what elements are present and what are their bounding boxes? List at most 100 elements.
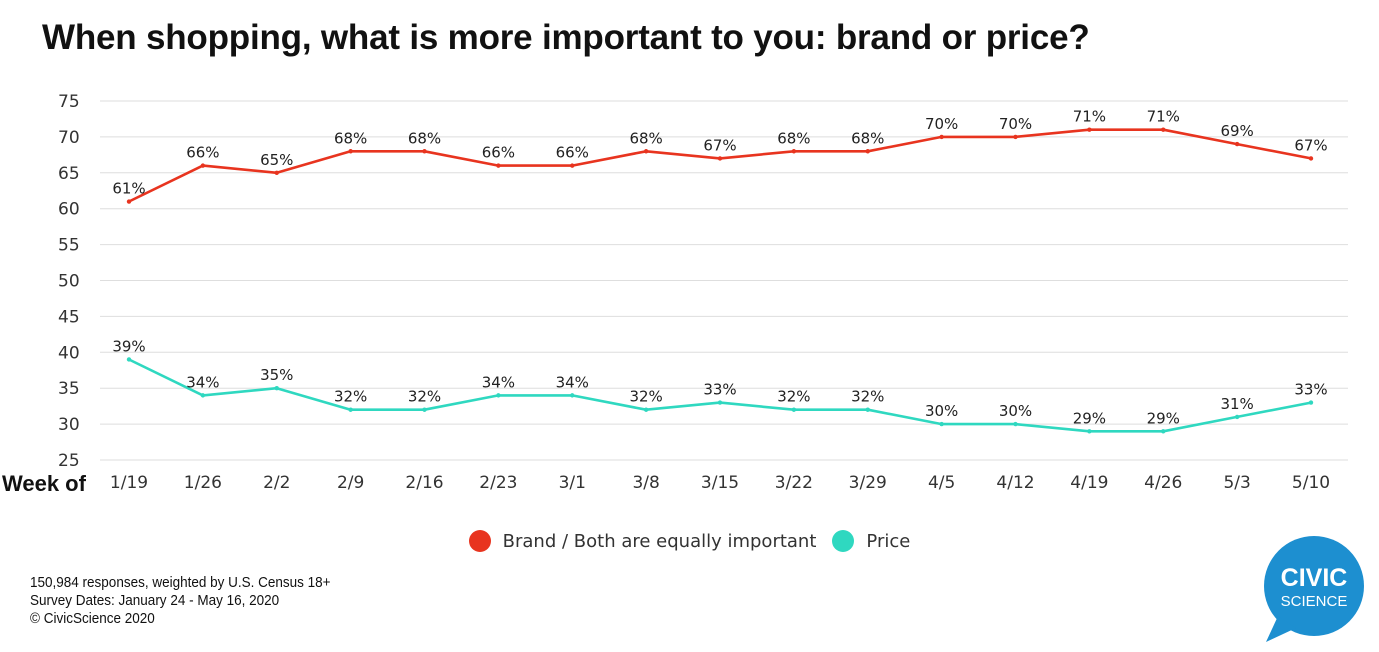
legend-swatch-price [832, 530, 855, 552]
x-axis-title: Week of [2, 471, 87, 496]
point-price-1 [200, 393, 206, 398]
data-label-brand-6: 66% [556, 144, 589, 162]
point-brand-0 [126, 199, 132, 204]
gridlines [100, 100, 1348, 461]
data-label-brand-5: 66% [482, 144, 515, 162]
legend-item-price[interactable]: Price [832, 530, 910, 552]
point-brand-6 [570, 163, 575, 168]
x-tick-3-29: 3/29 [849, 473, 887, 493]
y-tick-50: 50 [58, 272, 80, 292]
data-label-brand-14: 71% [1147, 108, 1180, 126]
line-chart: 25 30 35 40 45 50 55 60 65 70 75 1/19 1/26 2/2 2/9 2/1… [2, 92, 1348, 496]
civicscience-logo[interactable]: CIVIC SCIENCE [1260, 536, 1368, 644]
x-tick-1-19: 1/19 [110, 473, 148, 493]
data-label-price-11: 30% [925, 402, 958, 420]
x-tick-3-1: 3/1 [559, 473, 586, 493]
point-brand-9 [791, 149, 797, 154]
footnote-responses: 150,984 responses, weighted by U.S. Cens… [30, 574, 331, 591]
point-brand-8 [717, 156, 723, 161]
data-label-price-6: 34% [556, 373, 589, 391]
logo-text-science: SCIENCE [1281, 593, 1348, 610]
data-label-price-8: 33% [703, 381, 736, 399]
y-tick-70: 70 [58, 128, 80, 148]
y-tick-55: 55 [58, 236, 80, 256]
x-tick-3-8: 3/8 [632, 473, 659, 493]
y-axis-ticks: 25 30 35 40 45 50 55 60 65 70 75 [58, 92, 80, 471]
logo-text-civic: CIVIC [1281, 564, 1348, 592]
y-tick-75: 75 [58, 92, 80, 112]
point-price-9 [791, 407, 797, 412]
x-tick-5-3: 5/3 [1223, 473, 1250, 493]
x-tick-2-2: 2/2 [263, 473, 290, 493]
data-label-price-16: 33% [1294, 381, 1327, 399]
point-price-11 [939, 421, 944, 427]
data-label-brand-7: 68% [629, 129, 662, 147]
point-brand-13 [1087, 127, 1092, 132]
point-price-10 [865, 407, 870, 412]
footnote-survey-dates: Survey Dates: January 24 - May 16, 2020 [30, 592, 280, 609]
legend-item-brand[interactable]: Brand / Both are equally important [468, 530, 817, 552]
point-brand-11 [939, 134, 944, 140]
x-axis-ticks: 1/19 1/26 2/2 2/9 2/16 2/23 3/1 3/8 3/15 3/22 3/29… [110, 473, 1330, 493]
point-price-4 [422, 407, 427, 412]
legend-label-brand: Brand / Both are equally important [502, 530, 817, 552]
data-label-price-3: 32% [334, 388, 367, 406]
data-label-brand-16: 67% [1294, 136, 1327, 154]
footnote: 150,984 responses, weighted by U.S. Cens… [30, 574, 331, 628]
data-label-brand-3: 68% [334, 129, 367, 147]
point-brand-4 [422, 149, 427, 154]
data-label-brand-1: 66% [186, 144, 219, 162]
legend: Brand / Both are equally important Price [0, 530, 1379, 552]
data-label-price-2: 35% [260, 366, 293, 384]
point-brand-10 [865, 149, 870, 154]
point-brand-14 [1161, 127, 1166, 132]
x-tick-1-26: 1/26 [184, 473, 222, 493]
point-price-7 [643, 407, 649, 412]
point-price-12 [1013, 421, 1018, 427]
point-price-5 [496, 393, 501, 398]
legend-label-price: Price [866, 530, 911, 552]
point-brand-15 [1234, 141, 1240, 147]
point-price-0 [126, 357, 132, 362]
data-label-price-0: 39% [112, 337, 145, 355]
legend-swatch-brand [468, 530, 491, 552]
point-brand-1 [200, 163, 206, 168]
x-tick-3-15: 3/15 [701, 473, 739, 493]
point-price-8 [717, 400, 723, 405]
point-price-2 [274, 386, 279, 391]
y-tick-30: 30 [58, 415, 80, 435]
data-label-brand-10: 68% [851, 129, 884, 147]
footnote-copyright: © CivicScience 2020 [30, 610, 155, 627]
data-label-brand-9: 68% [777, 129, 810, 147]
x-tick-2-9: 2/9 [337, 473, 364, 493]
data-label-price-9: 32% [777, 388, 810, 406]
y-tick-65: 65 [58, 164, 80, 184]
x-tick-4-26: 4/26 [1144, 473, 1182, 493]
point-price-16 [1308, 400, 1314, 405]
data-label-price-5: 34% [482, 373, 515, 391]
data-label-price-7: 32% [629, 388, 662, 406]
x-tick-4-5: 4/5 [928, 473, 955, 493]
point-price-6 [570, 393, 575, 398]
point-brand-3 [348, 149, 353, 154]
data-label-price-15: 31% [1220, 395, 1253, 413]
data-label-price-12: 30% [999, 402, 1032, 420]
point-price-15 [1234, 414, 1240, 420]
data-label-brand-4: 68% [408, 129, 441, 147]
point-price-3 [348, 407, 353, 412]
point-brand-2 [274, 170, 279, 175]
y-tick-40: 40 [58, 343, 80, 363]
point-price-13 [1087, 429, 1092, 434]
data-label-price-13: 29% [1073, 409, 1106, 427]
data-label-brand-13: 71% [1073, 108, 1106, 126]
data-label-brand-2: 65% [260, 151, 293, 169]
y-tick-45: 45 [58, 307, 80, 327]
x-tick-2-23: 2/23 [479, 473, 517, 493]
point-brand-5 [496, 163, 501, 168]
data-label-brand-15: 69% [1220, 122, 1253, 140]
point-brand-16 [1308, 156, 1314, 161]
data-label-price-4: 32% [408, 388, 441, 406]
y-tick-35: 35 [58, 379, 80, 399]
data-label-brand-8: 67% [703, 136, 736, 154]
x-tick-4-12: 4/12 [996, 473, 1034, 493]
